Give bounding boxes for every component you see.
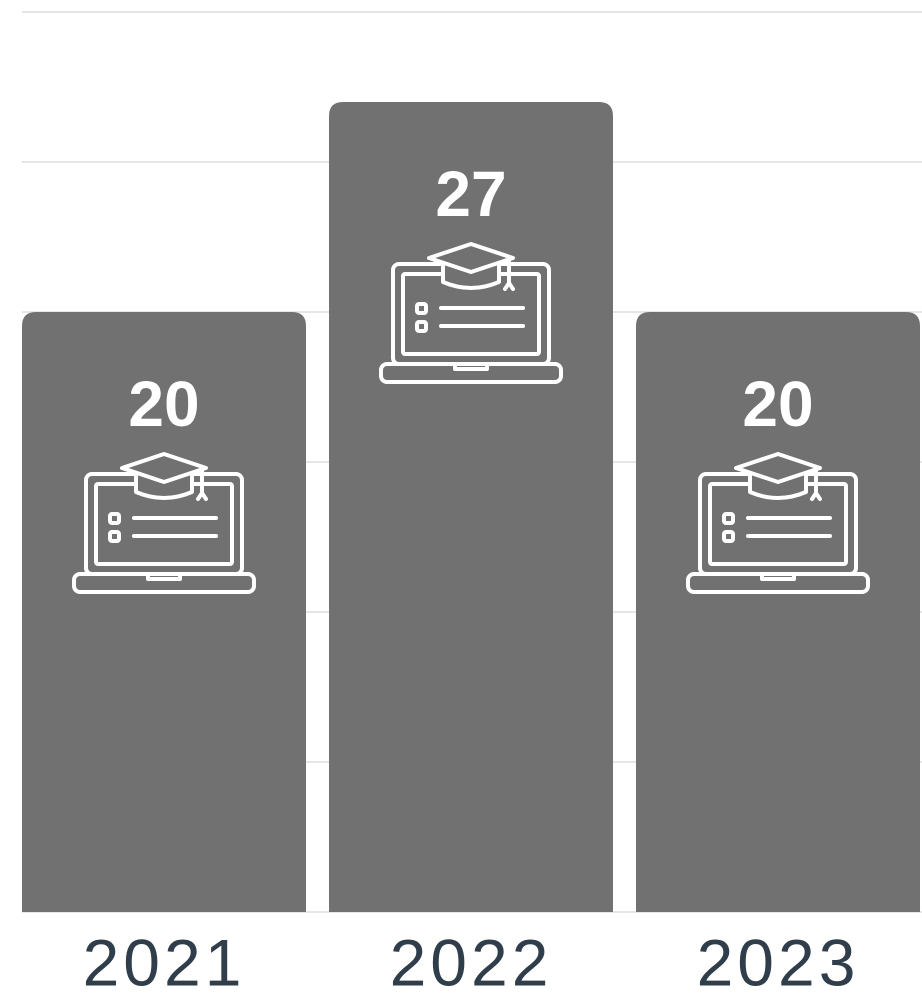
bar (22, 312, 306, 912)
bar (329, 102, 613, 912)
x-tick-label: 2022 (390, 925, 553, 999)
x-tick-label: 2021 (83, 925, 246, 999)
x-tick-label: 2023 (697, 925, 860, 999)
bar (636, 312, 920, 912)
value-label: 20 (742, 368, 813, 440)
value-label: 20 (128, 368, 199, 440)
value-label: 27 (435, 158, 506, 230)
